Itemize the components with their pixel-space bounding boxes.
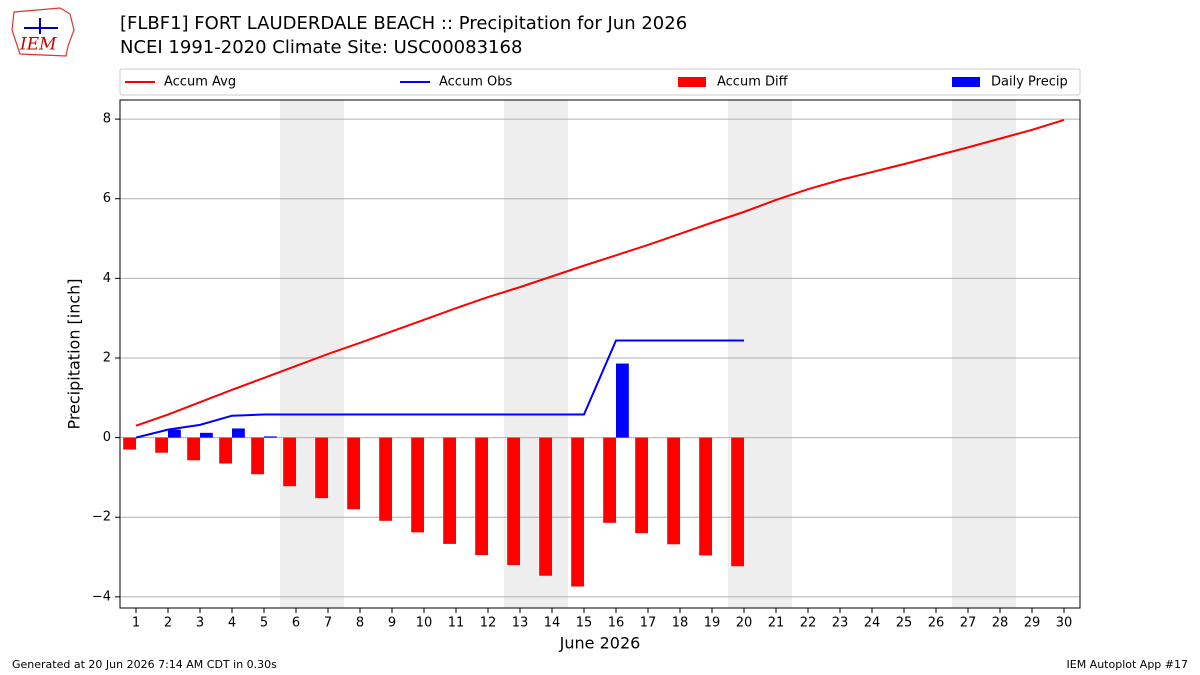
bar <box>155 437 168 453</box>
bar <box>667 437 680 545</box>
x-tick-label: 19 <box>704 616 721 631</box>
x-tick-label: 15 <box>576 616 593 631</box>
bar <box>200 432 213 438</box>
x-tick-label: 6 <box>292 616 300 631</box>
bar <box>507 437 520 566</box>
x-tick-label: 13 <box>512 616 529 631</box>
bar <box>616 363 629 438</box>
x-tick-label: 18 <box>672 616 689 631</box>
logo-text: IEM <box>19 35 57 55</box>
bar <box>251 437 264 475</box>
bar <box>315 437 328 499</box>
x-tick-label: 5 <box>260 616 268 631</box>
line-series <box>135 118 1065 427</box>
x-tick-label: 17 <box>640 616 657 631</box>
y-tick-label: 0 <box>103 430 111 445</box>
y-tick-label: 4 <box>103 271 111 286</box>
x-tick-label: 25 <box>896 616 913 631</box>
bar <box>283 437 296 487</box>
legend-swatch <box>952 77 980 87</box>
bar <box>443 437 456 544</box>
x-tick-label: 23 <box>832 616 849 631</box>
bar <box>123 437 136 450</box>
bar <box>168 429 181 438</box>
x-tick-label: 21 <box>768 616 785 631</box>
y-tick-label: 6 <box>103 191 111 206</box>
logo: IEM <box>11 7 75 57</box>
legend-swatch <box>678 77 706 87</box>
x-tick-label: 16 <box>608 616 625 631</box>
legend-box <box>119 68 1081 96</box>
y-axis-label: Precipitation [inch] <box>65 278 84 429</box>
bar <box>219 437 232 464</box>
bar <box>379 437 392 521</box>
bar <box>731 437 744 567</box>
x-tick-label: 7 <box>324 616 332 631</box>
x-tick-label: 9 <box>388 616 396 631</box>
x-tick-label: 24 <box>864 616 881 631</box>
line-series <box>135 339 744 439</box>
bar <box>347 437 360 510</box>
bar <box>264 436 277 438</box>
bar <box>475 437 488 556</box>
x-tick-label: 14 <box>544 616 561 631</box>
x-tick-label: 28 <box>992 616 1009 631</box>
chart-title: [FLBF1] FORT LAUDERDALE BEACH :: Precipi… <box>120 13 687 34</box>
footer-left: Generated at 20 Jun 2026 7:14 AM CDT in … <box>12 658 277 671</box>
x-tick-label: 4 <box>228 616 236 631</box>
x-tick-label: 8 <box>356 616 364 631</box>
x-tick-label: 29 <box>1024 616 1041 631</box>
bar <box>187 437 200 461</box>
bar <box>539 437 552 576</box>
x-tick-label: 12 <box>480 616 497 631</box>
x-tick-label: 11 <box>448 616 465 631</box>
x-tick-label: 3 <box>196 616 204 631</box>
x-tick-label: 20 <box>736 616 753 631</box>
legend-label: Accum Diff <box>717 75 789 90</box>
y-tick-label: −2 <box>92 510 111 525</box>
bar <box>635 437 648 534</box>
bar <box>603 437 616 523</box>
legend-label: Accum Avg <box>164 75 236 90</box>
x-tick-label: 22 <box>800 616 817 631</box>
x-tick-label: 26 <box>928 616 945 631</box>
legend-label: Accum Obs <box>439 75 512 90</box>
legend-label: Daily Precip <box>991 75 1068 90</box>
y-tick-label: −4 <box>92 589 111 604</box>
x-tick-label: 27 <box>960 616 977 631</box>
bar <box>699 437 712 556</box>
chart-subtitle: NCEI 1991-2020 Climate Site: USC00083168 <box>120 37 522 58</box>
bar <box>571 437 584 587</box>
bar <box>411 437 424 533</box>
x-tick-label: 1 <box>132 616 140 631</box>
y-tick-label: 8 <box>103 112 111 127</box>
x-tick-label: 2 <box>164 616 172 631</box>
weekend-shade <box>952 100 1016 608</box>
y-tick-label: 2 <box>103 350 111 365</box>
x-axis-label: June 2026 <box>559 634 641 653</box>
bar <box>232 428 245 438</box>
footer-right: IEM Autoplot App #17 <box>1067 658 1189 671</box>
x-tick-label: 30 <box>1056 616 1073 631</box>
plot-frame <box>119 99 1081 609</box>
x-tick-label: 10 <box>416 616 433 631</box>
weekend-shade <box>280 100 344 608</box>
